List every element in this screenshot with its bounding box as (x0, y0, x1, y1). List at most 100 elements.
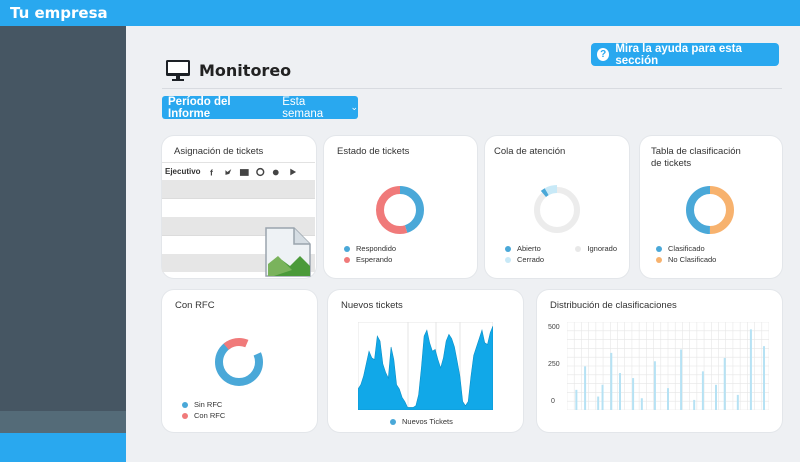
bar (736, 394, 739, 410)
bar (601, 384, 604, 410)
svg-text:f: f (210, 167, 213, 177)
legend-item[interactable]: Clasificado (656, 243, 716, 254)
classification-title-line: de tickets (651, 158, 692, 169)
bar (597, 396, 600, 410)
bar (701, 371, 704, 410)
classification-title-line: Tabla de clasificación (651, 146, 741, 157)
table-row-divider (162, 235, 315, 236)
channel-icons: f (210, 167, 296, 177)
legend-dot (575, 245, 582, 252)
legend-dot (344, 256, 350, 263)
legend-dot (344, 245, 350, 252)
bar (715, 384, 717, 410)
new-tickets-legend[interactable]: Nuevos Tickets (390, 416, 453, 427)
distribution-card: Distribución de clasificaciones 500 250 … (537, 290, 782, 432)
page-title: Monitoreo (199, 61, 292, 80)
bar (640, 398, 643, 410)
legend-label: Clasificado (668, 244, 705, 253)
legend-label: Ignorado (587, 244, 617, 253)
period-label: Período del Informe (168, 95, 231, 120)
donut-slice-clasificado (686, 186, 734, 234)
bar (723, 357, 726, 410)
chevron-down-icon: ⌄ (350, 102, 358, 112)
legend-label: Sin RFC (194, 400, 223, 409)
bar (763, 346, 765, 410)
legend-label: Respondido (356, 244, 397, 253)
legend-label: No Clasificado (668, 255, 717, 264)
legend-item[interactable]: Esperando (344, 254, 396, 265)
bar (610, 352, 613, 410)
sidebar (0, 26, 126, 462)
distribution-bar-chart (567, 322, 769, 410)
legend-item[interactable]: Ignorado (575, 244, 617, 253)
new-tickets-card: Nuevos tickets Nuevos Tickets (328, 290, 523, 432)
classification-title: Tabla de clasificación de tickets (651, 146, 741, 170)
bar (575, 389, 578, 410)
legend-label: Esperando (356, 255, 393, 264)
bar (632, 378, 635, 410)
legend-item[interactable]: Sin RFC (182, 399, 225, 410)
top-bar: Tu empresa (0, 0, 800, 26)
table-row-divider (162, 198, 315, 199)
broken-image-icon (265, 227, 311, 277)
period-selector[interactable]: Período del Informe Esta semana ⌄ (162, 95, 358, 120)
question-icon: ? (597, 48, 610, 61)
legend-item[interactable]: Respondido (344, 243, 396, 254)
brand-name[interactable]: Tu empresa (10, 4, 108, 22)
rfc-card: Con RFC Sin RFC Con RFC (162, 290, 317, 432)
legend-dot (505, 245, 511, 252)
queue-title: Cola de atención (494, 146, 566, 157)
bar (584, 366, 587, 410)
classification-card: Tabla de clasificación de tickets Clasif… (640, 136, 782, 278)
legend-dot (390, 418, 396, 425)
legend-item[interactable]: Abierto (505, 244, 541, 253)
monitor-icon (166, 60, 190, 81)
bar (653, 361, 656, 410)
rfc-title: Con RFC (175, 300, 215, 311)
sidebar-footer[interactable] (0, 433, 126, 462)
donut-slice-esperando (376, 186, 424, 234)
help-button[interactable]: ? Mira la ayuda para esta sección (591, 42, 779, 67)
ticket-status-card: Estado de tickets Respondido Esperando (324, 136, 477, 278)
period-value: Esta semana (282, 95, 324, 120)
column-executive[interactable]: Ejecutivo (165, 167, 201, 176)
page-header: Monitoreo (166, 60, 291, 81)
bar (680, 349, 683, 410)
donut-slice-cerrado (532, 185, 582, 235)
rfc-legend: Sin RFC Con RFC (182, 399, 225, 421)
assignment-title: Asignación de tickets (174, 146, 264, 157)
bar (619, 373, 621, 410)
table-row (162, 180, 315, 198)
legend-label: Nuevos Tickets (402, 417, 453, 426)
queue-donut (532, 185, 582, 235)
legend-dot (182, 401, 188, 408)
distribution-title: Distribución de clasificaciones (550, 300, 677, 311)
divider (162, 88, 782, 89)
legend-label: Abierto (517, 244, 541, 253)
legend-dot (656, 245, 662, 252)
legend-label: Con RFC (194, 411, 226, 420)
queue-card: Cola de atención Abierto Ignorado Cerrad… (485, 136, 629, 278)
help-button-label: Mira la ayuda para esta sección (615, 42, 742, 67)
y-tick-label: 0 (551, 398, 555, 405)
rfc-donut (215, 338, 263, 386)
new-tickets-title: Nuevos tickets (341, 300, 403, 311)
y-tick-label: 500 (548, 324, 560, 331)
sidebar-item[interactable] (0, 411, 126, 433)
legend-item[interactable]: No Clasificado (656, 254, 716, 265)
ticket-status-legend: Respondido Esperando (344, 243, 396, 265)
donut-slice-sin-rfc (215, 338, 263, 386)
legend-dot (182, 412, 188, 419)
bar (667, 388, 669, 410)
new-tickets-area-chart (358, 322, 493, 410)
ticket-status-donut (376, 186, 424, 234)
assignment-table-header: Ejecutivo f (162, 162, 315, 180)
y-tick-label: 250 (548, 361, 560, 368)
classification-legend: Clasificado No Clasificado (656, 243, 716, 265)
legend-dot (505, 256, 511, 263)
area-series-path (358, 325, 493, 410)
legend-label: Cerrado (517, 255, 545, 264)
classification-donut (686, 186, 734, 234)
legend-item[interactable]: Cerrado (505, 254, 625, 265)
legend-item[interactable]: Con RFC (182, 410, 225, 421)
